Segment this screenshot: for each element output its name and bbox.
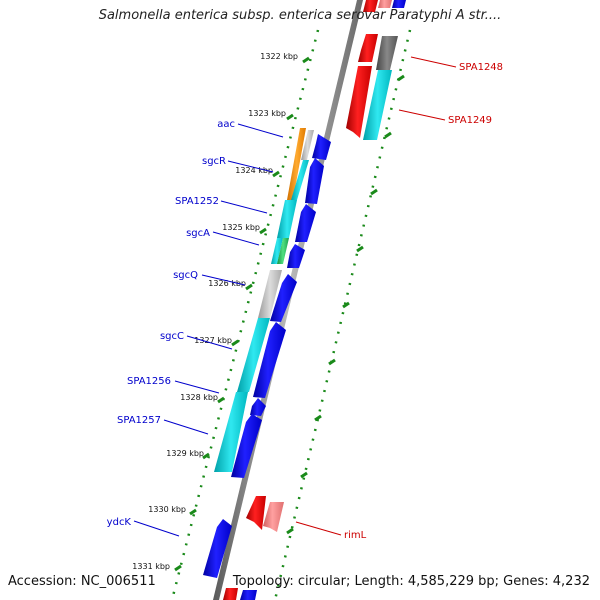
forward-gene-arrow[interactable]: [250, 398, 266, 416]
cds-cyan-block: [291, 160, 309, 200]
forward-gene-top-stub[interactable]: [392, 0, 406, 8]
topology-text: Topology: circular; Length: 4,585,229 bp…: [232, 574, 590, 589]
tick-track-right: [273, 29, 412, 600]
gene-label-SPA1256[interactable]: SPA1256: [127, 376, 171, 387]
gene-label-SPA1252[interactable]: SPA1252: [175, 196, 219, 207]
reverse-gene-labels: SPA1248 SPA1249 rimL: [295, 56, 503, 541]
tick-label: 1325 kbp: [222, 223, 260, 232]
cds-dark-gray-block: [376, 36, 398, 70]
tick-label: 1327 kbp: [194, 336, 232, 345]
reverse-gene-arrow[interactable]: [358, 34, 378, 62]
tick-labels: 1322 kbp 1323 kbp 1324 kbp 1325 kbp 1326…: [132, 52, 298, 571]
accession-text: Accession: NC_006511: [8, 574, 156, 589]
reverse-gene-top-stub[interactable]: [363, 0, 378, 12]
forward-genes: [203, 134, 331, 600]
gene-label-sgcC[interactable]: sgcC: [160, 331, 184, 342]
forward-gene-arrow[interactable]: [305, 158, 324, 204]
rna-gene-arrow[interactable]: [263, 502, 284, 532]
gene-label-SPA1249[interactable]: SPA1249: [448, 115, 492, 126]
forward-gene-arrow[interactable]: [270, 274, 297, 322]
tick-label: 1330 kbp: [148, 505, 186, 514]
tick-label: 1328 kbp: [180, 393, 218, 402]
reverse-genes: [223, 0, 406, 600]
tick-label: 1323 kbp: [248, 109, 286, 118]
gene-label-aac[interactable]: aac: [217, 119, 235, 130]
tick-label: 1326 kbp: [208, 279, 246, 288]
cds-cyan-block: [237, 318, 270, 392]
reverse-gene-bottom-stub[interactable]: [223, 588, 238, 600]
gene-label-rimL[interactable]: rimL: [344, 530, 367, 541]
gene-label-SPA1257[interactable]: SPA1257: [117, 415, 161, 426]
forward-gene-arrow[interactable]: [253, 322, 286, 398]
major-tick-marks: [174, 56, 405, 572]
tick-label: 1322 kbp: [260, 52, 298, 61]
cds-gray-block: [301, 130, 314, 160]
cds-cyan-block: [214, 392, 248, 472]
cds-orange-block: [287, 128, 306, 200]
cds-gray-block: [258, 270, 282, 318]
cds-green-block: [277, 238, 289, 264]
tick-label: 1331 kbp: [132, 562, 170, 571]
gene-label-sgcQ[interactable]: sgcQ: [173, 270, 198, 281]
gene-label-sgcR[interactable]: sgcR: [202, 156, 226, 167]
cds-track: [214, 128, 314, 472]
cds-cyan-block: [277, 200, 297, 238]
tick-track-left: [170, 29, 320, 600]
reverse-gene-arrow[interactable]: [246, 496, 266, 530]
forward-gene-arrow[interactable]: [231, 414, 262, 478]
gene-label-sgcA[interactable]: sgcA: [186, 228, 210, 239]
forward-gene-arrow[interactable]: [287, 244, 305, 268]
gene-label-SPA1248[interactable]: SPA1248: [459, 62, 503, 73]
reverse-gene-arrow[interactable]: [346, 66, 372, 138]
tick-label: 1329 kbp: [166, 449, 204, 458]
gene-label-ydcK[interactable]: ydcK: [107, 517, 132, 528]
forward-gene-arrow[interactable]: [312, 134, 331, 160]
genome-title: Salmonella enterica subsp. enterica sero…: [98, 8, 502, 23]
forward-gene-arrow[interactable]: [240, 590, 257, 600]
cds-cyan-block: [271, 238, 283, 264]
forward-gene-arrow[interactable]: [295, 204, 316, 242]
tick-label: 1324 kbp: [235, 166, 273, 175]
forward-gene-labels: aac sgcR SPA1252 sgcA sgcQ sgcC SPA1256 …: [107, 119, 284, 537]
cds-cyan-block: [363, 70, 392, 140]
forward-gene-arrow[interactable]: [203, 519, 232, 578]
reverse-gene-top-stub[interactable]: [378, 0, 392, 8]
